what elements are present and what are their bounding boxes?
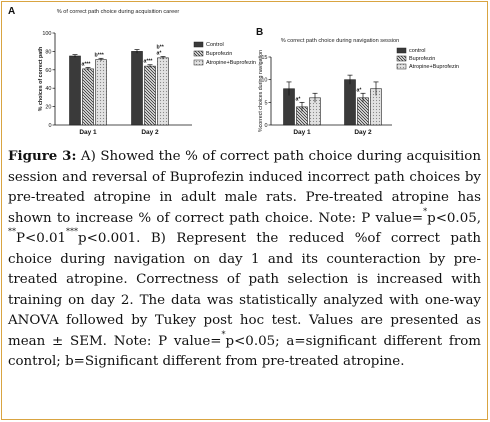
y-tick-label: 15 [261, 55, 267, 61]
data-label: a* [357, 87, 363, 93]
legend-swatch [193, 41, 204, 48]
legend-entry: control [409, 48, 426, 54]
legend-entry: Buprofezin [206, 51, 232, 57]
legend-entry: Atropine+Buprofezin [206, 60, 256, 66]
caption-text-5: p<0.05; a=significant different from con… [8, 333, 481, 370]
caption-sup-2: ** [8, 227, 16, 236]
data-label: a*** [82, 62, 92, 68]
figure-charts: A % of correct path choice during acquisi… [8, 6, 459, 136]
legend-entry: Control [206, 42, 224, 48]
caption-text-4: p<0.001. B) Represent the reduced %of co… [8, 231, 481, 349]
y-axis-label: %correct choices during navigation [258, 50, 264, 132]
legend-entry: Atropine+Buprofezin [409, 64, 459, 70]
x-tick-label: Day 2 [141, 129, 159, 136]
y-tick-label: 40 [45, 86, 51, 92]
legend-swatch [396, 55, 407, 62]
bar [144, 65, 156, 126]
chart-title: % correct path choice during navigation … [281, 38, 399, 44]
figure-caption: Figure 3: A) Showed the % of correct pat… [8, 146, 481, 373]
bar [82, 68, 94, 126]
y-tick-label: 10 [261, 78, 267, 84]
data-label: a* [296, 96, 302, 102]
bar [344, 79, 356, 126]
legend-swatch [193, 59, 204, 66]
caption-label: Figure 3: [8, 148, 77, 164]
legend-entry: Buprofezin [409, 56, 435, 62]
y-tick-label: 100 [42, 31, 51, 37]
y-tick-label: 80 [45, 49, 51, 55]
y-tick-label: 0 [48, 123, 51, 129]
panel-a-chart: A % of correct path choice during acquisi… [8, 6, 256, 136]
caption-text-2: p<0.05, [427, 210, 481, 226]
y-tick-label: 60 [45, 68, 51, 74]
legend-swatch [396, 47, 407, 54]
bar [157, 57, 169, 126]
data-label: b*** [95, 52, 105, 58]
x-tick-label: Day 1 [79, 129, 97, 136]
x-tick-label: Day 2 [354, 129, 372, 136]
panel-b-chart: B % correct path choice during navigation… [256, 27, 459, 136]
legend-swatch [193, 50, 204, 57]
caption-sup-1: * [423, 206, 428, 216]
legend-swatch [396, 63, 407, 70]
caption-text-3: P<0.01 [16, 231, 67, 246]
panel-label: B [256, 27, 263, 38]
bar [69, 55, 81, 126]
data-label: b** [157, 44, 165, 50]
bar [131, 51, 143, 126]
x-tick-label: Day 1 [293, 129, 311, 136]
chart-title: % of correct path choice during acquisit… [57, 9, 180, 15]
data-label: a*** [144, 59, 154, 65]
y-tick-label: 5 [264, 100, 267, 106]
data-label: a* [157, 50, 163, 56]
y-tick-label: 0 [264, 123, 267, 129]
y-axis-label: % choices of correct path [38, 47, 44, 111]
bar [95, 59, 107, 126]
caption-sup-4: * [221, 329, 226, 339]
panel-label: A [8, 6, 15, 17]
y-tick-label: 20 [45, 105, 51, 111]
caption-sup-3: *** [66, 227, 79, 236]
caption-text-1: A) Showed the % of correct path choice d… [8, 149, 481, 226]
